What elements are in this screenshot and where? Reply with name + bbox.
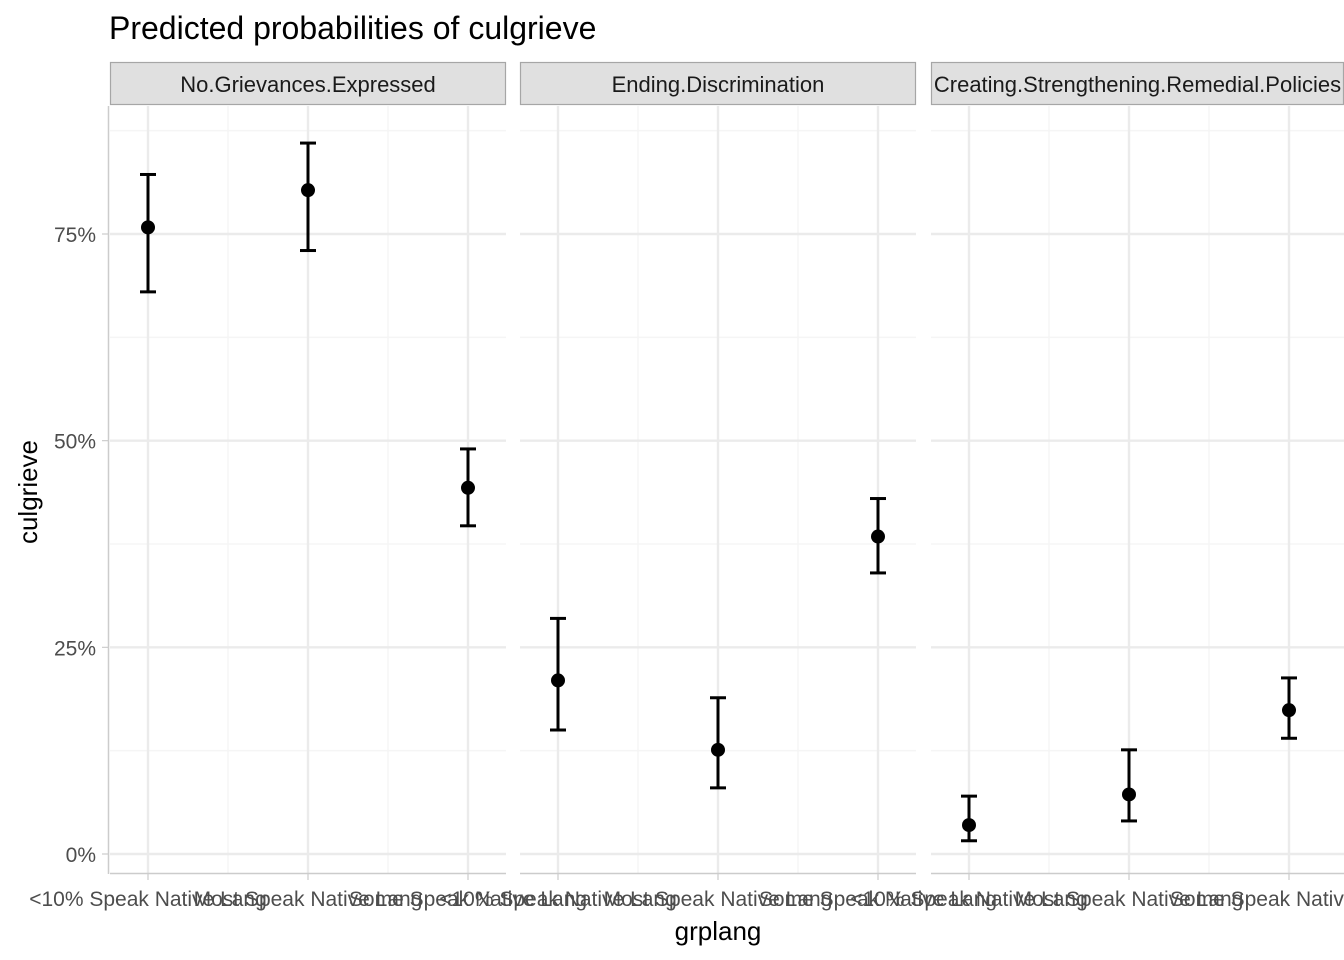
x-axis-title: grplang <box>675 916 762 946</box>
x-tick-label: <10% Speak Native Lang <box>439 888 677 911</box>
data-point <box>461 480 475 495</box>
x-tick-label: Most Speak Native Lang <box>604 888 833 911</box>
facet-strip <box>109 61 507 106</box>
data-point <box>1282 703 1296 718</box>
facet-strip <box>930 61 1344 106</box>
facet-strip-label: No.Grievances.Expressed <box>180 72 436 97</box>
y-tick-label: 75% <box>54 224 96 247</box>
y-axis: 0% 25% 50% 75% <box>54 106 110 874</box>
y-tick-label: 0% <box>66 844 96 867</box>
facet-strip <box>519 61 917 106</box>
data-point <box>711 742 725 757</box>
y-tick-label: 50% <box>54 431 96 454</box>
y-axis-title: culgrieve <box>13 440 43 544</box>
x-tick-label: Some Speak Native Lang <box>759 888 997 911</box>
facet-strip-label: Ending.Discrimination <box>612 72 825 97</box>
data-point <box>141 220 155 235</box>
data-point <box>551 673 565 688</box>
x-tick-label: Some Speak Native Lang <box>1170 888 1344 911</box>
data-point <box>962 818 976 833</box>
x-tick-label: Most Speak Native Lang <box>1015 888 1244 911</box>
x-tick-label: <10% Speak Native Lang <box>850 888 1088 911</box>
chart-title: Predicted probabilities of culgrieve <box>109 10 596 46</box>
data-point <box>871 529 885 544</box>
facet-strip-label: Creating.Strengthening.Remedial.Policies <box>934 72 1341 97</box>
x-tick-label: <10% Speak Native Lang <box>29 888 267 911</box>
data-point <box>1122 787 1136 802</box>
y-tick-label: 25% <box>54 637 96 660</box>
x-tick-label: Some Speak Native Lang <box>349 888 587 911</box>
x-tick-label: Most Speak Native Lang <box>194 888 423 911</box>
data-point <box>301 183 315 198</box>
